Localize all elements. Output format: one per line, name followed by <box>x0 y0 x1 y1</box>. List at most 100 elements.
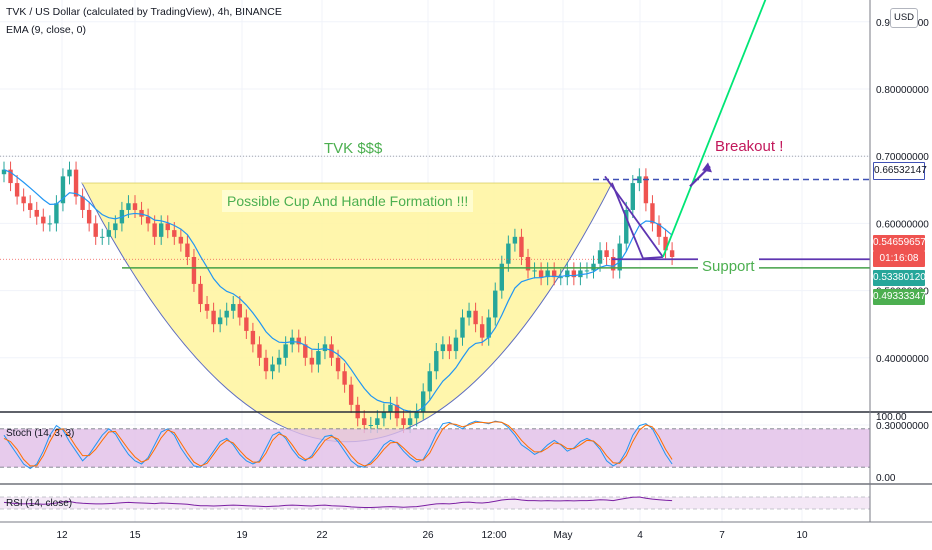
ticker-note: TVK $$$ <box>324 140 383 157</box>
candle-body <box>126 203 131 210</box>
rsi-pane[interactable]: RSI (14, close) <box>0 496 870 510</box>
candle-body <box>152 223 157 237</box>
candle-body <box>584 270 590 272</box>
candle-body <box>407 418 413 425</box>
candle-body <box>597 250 603 264</box>
candle-body <box>14 183 20 197</box>
candle-body <box>1 169 7 175</box>
y-tick-label: 0.60000000 <box>876 219 929 230</box>
rsi-band <box>0 497 870 509</box>
breakout-arrowhead <box>702 162 712 173</box>
candle-body <box>427 371 432 392</box>
ema-legend: EMA (9, close, 0) <box>6 24 86 36</box>
currency-button[interactable]: USD <box>890 8 918 28</box>
candle-body <box>283 344 288 358</box>
x-tick-label: 26 <box>422 530 434 541</box>
candle-body <box>178 236 184 244</box>
y-tick-label: 0.70000000 <box>876 152 929 163</box>
candle-body <box>21 196 26 204</box>
candle-body <box>486 317 491 338</box>
stoch-band <box>0 428 870 468</box>
candle-body <box>335 357 341 372</box>
candle-body <box>244 317 249 331</box>
candle-body <box>368 425 373 426</box>
candle-body <box>532 270 537 272</box>
bar-countdown: 01:16:08 <box>873 251 925 267</box>
stoch-legend: Stoch (14, 3, 3) <box>6 428 74 439</box>
chart-title: TVK / US Dollar (calculated by TradingVi… <box>6 6 282 18</box>
candle-body <box>145 216 151 224</box>
x-tick-label: May <box>554 530 573 541</box>
candle-body <box>329 344 334 358</box>
candle-body <box>290 337 295 345</box>
candle-body <box>571 270 577 278</box>
candle-body <box>34 209 39 217</box>
candle-body <box>506 243 511 264</box>
stoch-tick-label: 0.00 <box>876 473 896 484</box>
candle-body <box>263 357 269 372</box>
candle-body <box>309 357 315 365</box>
x-tick-label: 12 <box>56 530 68 541</box>
candle-body <box>512 236 518 244</box>
candle-body <box>198 283 203 305</box>
candle-body <box>348 384 354 405</box>
x-tick-label: 19 <box>236 530 248 541</box>
x-tick-label: 22 <box>316 530 328 541</box>
candle-body <box>73 169 79 197</box>
candle-body <box>466 310 472 318</box>
candle-body <box>204 304 210 311</box>
candle-body <box>362 418 367 425</box>
candle-body <box>578 270 583 278</box>
candle-body <box>47 223 53 225</box>
candle-body <box>604 250 609 257</box>
resistance-price-tag: 0.66532147 <box>873 162 927 180</box>
candle-body <box>375 418 380 425</box>
candle-body <box>558 277 563 279</box>
candle-body <box>669 250 675 257</box>
stoch-tick-label: 100.00 <box>876 412 907 423</box>
candle-body <box>342 371 347 385</box>
candle-body <box>453 337 459 352</box>
candle-body <box>473 310 478 325</box>
candle-body <box>8 169 13 184</box>
pattern-label: Possible Cup And Handle Formation !!! <box>222 190 474 212</box>
candle-body <box>86 209 92 224</box>
candle-body <box>113 223 118 231</box>
candle-body <box>165 223 170 231</box>
price-candles[interactable] <box>1 161 675 434</box>
candle-body <box>414 411 419 419</box>
x-tick-label: 15 <box>129 530 141 541</box>
candle-body <box>440 344 446 352</box>
candle-body <box>545 270 550 278</box>
candle-body <box>538 270 544 278</box>
breakout-label: Breakout ! <box>715 138 784 155</box>
candle-body <box>552 270 557 278</box>
candle-body <box>257 344 262 358</box>
y-tick-label: 0.40000000 <box>876 354 929 365</box>
handle-lower <box>611 182 644 259</box>
candle-body <box>217 317 223 325</box>
candle-body <box>106 230 111 237</box>
candle-body <box>139 209 144 217</box>
candle-body <box>650 203 655 224</box>
candle-body <box>447 344 452 352</box>
candle-body <box>159 223 164 237</box>
candle-body <box>624 209 629 244</box>
projection-line <box>662 0 767 258</box>
x-tick-label: 7 <box>719 530 725 541</box>
y-tick-label: 0.30000000 <box>876 421 929 432</box>
candle-body <box>231 304 236 311</box>
candle-body <box>296 337 301 345</box>
candle-body <box>656 223 662 237</box>
stoch-pane[interactable]: Stoch (14, 3, 3) 100.00 0.00 <box>0 412 907 484</box>
candle-body <box>276 357 282 365</box>
last-price-tag: 0.54659657 <box>873 235 926 251</box>
rsi-series <box>3 496 673 508</box>
candle-body <box>591 263 596 271</box>
candle-body <box>525 257 531 271</box>
candle-body <box>237 304 242 318</box>
candle-body <box>460 317 465 338</box>
candle-body <box>41 216 46 224</box>
candle-body <box>493 290 498 318</box>
